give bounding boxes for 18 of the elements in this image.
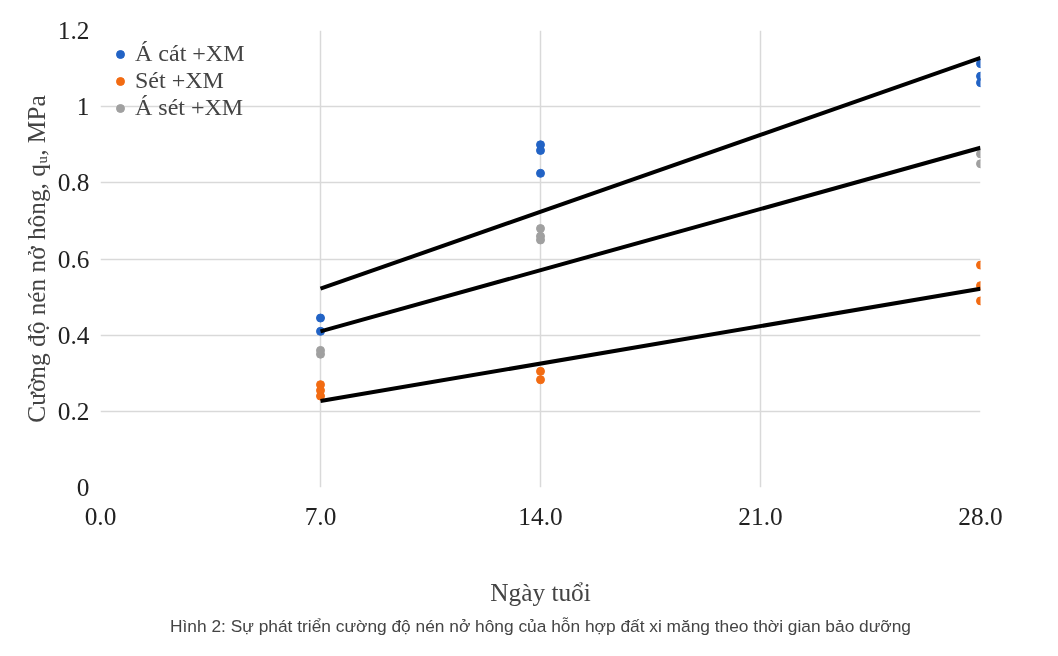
- x-tick-label: 21.0: [738, 501, 783, 530]
- legend-label: Sét +XM: [135, 67, 224, 94]
- y-tick-label: 1: [76, 92, 90, 121]
- y-tick-label: 0.4: [57, 320, 90, 349]
- x-tick-label: 14.0: [518, 501, 563, 530]
- y-tick-label: 0: [76, 473, 90, 501]
- x-tick-label: 7.0: [304, 501, 337, 530]
- x-tick-label: 0.0: [84, 501, 117, 530]
- y-tick-label: 0.8: [57, 168, 90, 197]
- y-axis-title: Cường độ nén nở hông, qᵤ, MPa: [21, 95, 50, 423]
- y-tick-label: 1.2: [57, 16, 90, 44]
- legend-label: Á sét +XM: [135, 94, 244, 121]
- y-tick-label: 0.6: [57, 244, 90, 273]
- x-tick-label: 28.0: [958, 501, 1003, 530]
- x-axis-title: Ngày tuổi: [490, 577, 591, 606]
- text: Hình 2: Sự phát triển cường độ nén nở hông của hỗn hợp đất xi măng theo thời gian bảo dưỡng: [170, 615, 911, 636]
- legend-label: Á cát +XM: [135, 40, 245, 67]
- y-tick-label: 0.2: [57, 396, 90, 425]
